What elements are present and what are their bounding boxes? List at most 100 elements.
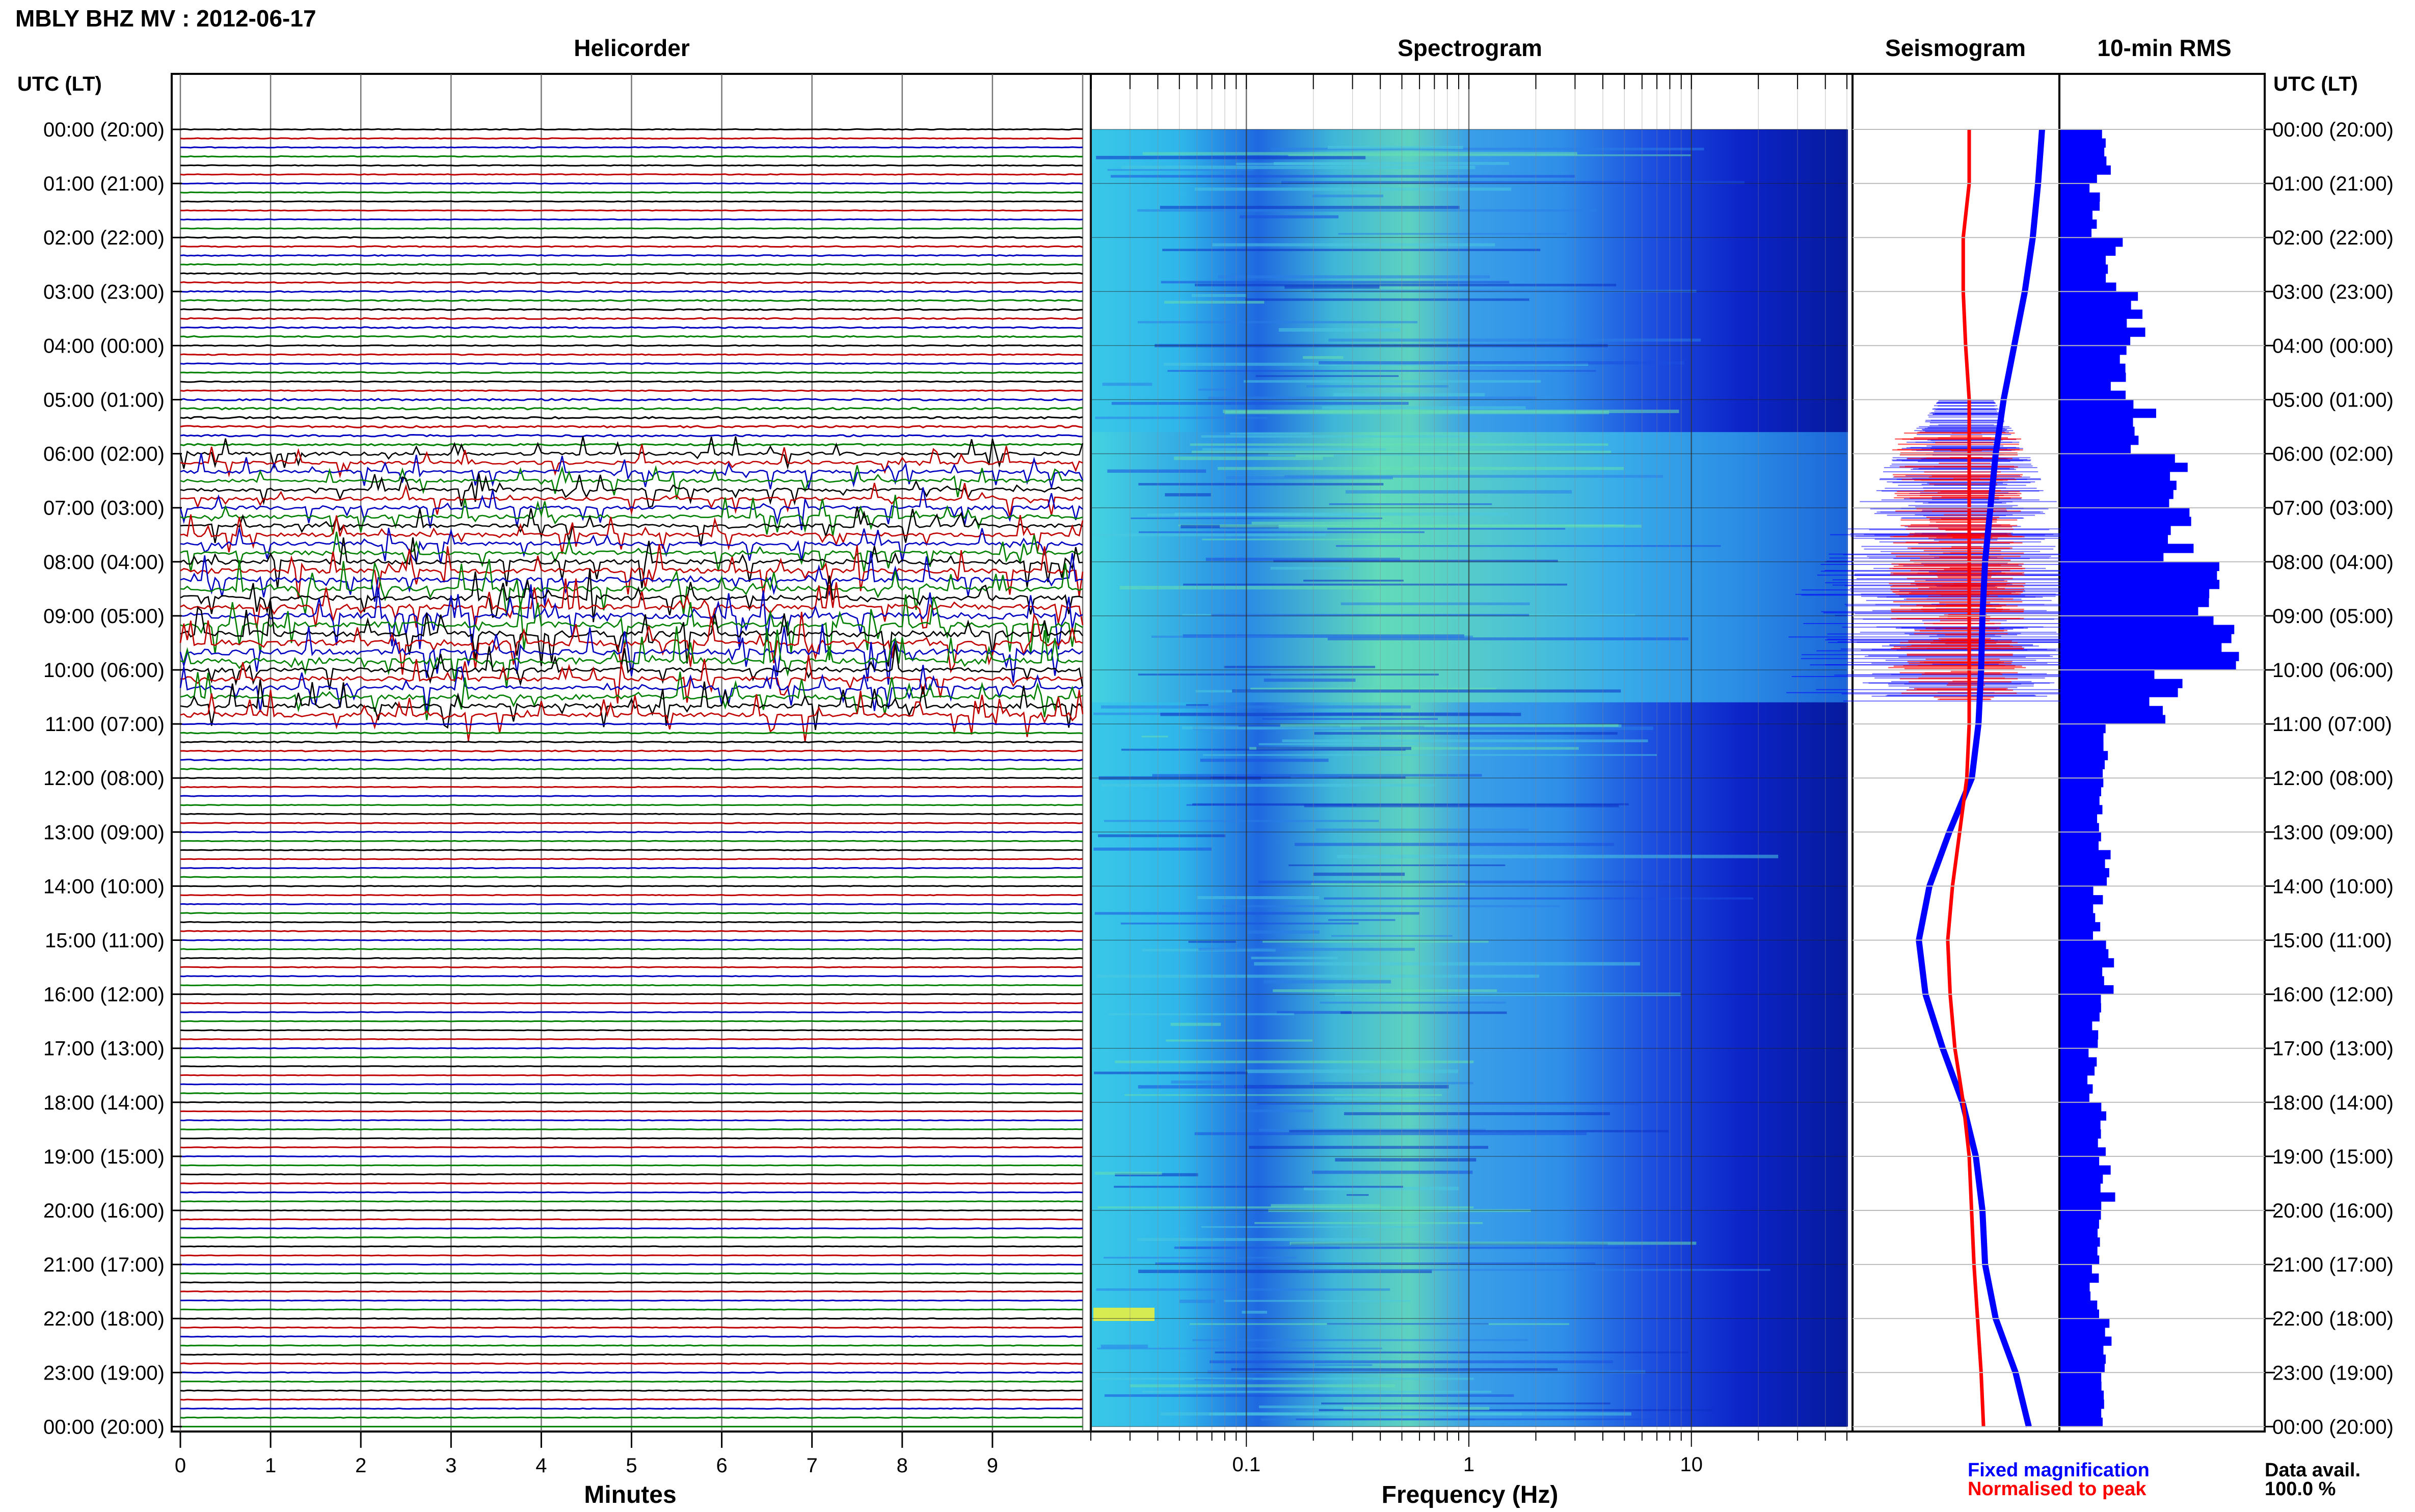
helicorder-trace: [180, 722, 1083, 725]
rms-bar: [2060, 733, 2104, 742]
spectrogram-streak: [1192, 803, 1629, 805]
spectrogram-streak: [1284, 475, 1663, 478]
spectrogram-streak: [1284, 285, 1380, 289]
spectrogram-streak: [1182, 726, 1361, 730]
rms-bar: [2060, 976, 2104, 986]
spectrogram-streak: [1138, 1085, 1285, 1089]
spectrogram-grid: [1090, 74, 1847, 1447]
rms-bar: [2060, 1273, 2099, 1283]
spectrogram-streak: [1245, 1069, 1459, 1073]
rms-bar: [2060, 1075, 2088, 1085]
helicorder-trace: [180, 218, 1083, 221]
time-label-left: 19:00 (15:00): [43, 1146, 165, 1168]
spectrogram-streak: [1288, 154, 1692, 156]
rms-bar: [2060, 1210, 2101, 1220]
rms-bar: [2060, 463, 2188, 472]
time-label-left: 03:00 (23:00): [43, 281, 165, 303]
rms-bar: [2060, 309, 2143, 319]
rms-bar: [2060, 1354, 2106, 1364]
helicorder-trace: [180, 626, 1083, 688]
spectrogram-streak: [1254, 962, 1641, 966]
helicorder-trace: [180, 1200, 1083, 1203]
rms-bar: [2060, 1039, 2098, 1049]
time-label-right: 22:00 (18:00): [2272, 1308, 2394, 1330]
helicorder-trace: [180, 1092, 1083, 1095]
spectrogram-streak: [1119, 586, 1375, 590]
rms-bar: [2060, 994, 2101, 1004]
spectrogram-streak: [1309, 1082, 1473, 1085]
rms-bar: [2060, 1399, 2104, 1409]
rms-bar: [2060, 724, 2106, 734]
spectrogram-streak: [1174, 1247, 1653, 1249]
helicorder-trace: [180, 1191, 1083, 1194]
utc-label-left: UTC (LT): [17, 73, 102, 95]
rms-bar: [2060, 841, 2099, 851]
spectrogram-streak: [1107, 169, 1254, 171]
spectrogram-streak: [1164, 301, 1265, 304]
spectrogram-streak: [1224, 666, 1376, 668]
spectrogram-streak: [1114, 1185, 1403, 1188]
utc-label-right: UTC (LT): [2273, 73, 2358, 95]
rms-bar: [2060, 967, 2103, 977]
time-label-right: 11:00 (07:00): [2272, 713, 2392, 736]
helicorder-trace: [180, 317, 1083, 320]
helicorder-trace: [180, 514, 1084, 554]
spectrogram-streak: [1328, 146, 1463, 149]
helicorder-trace: [179, 624, 1083, 685]
helicorder-trace: [180, 371, 1083, 374]
time-label-right: 08:00 (04:00): [2272, 551, 2394, 574]
rms-bar: [2060, 382, 2111, 391]
rms-bar: [2060, 634, 2232, 643]
spectrogram-streak: [1251, 522, 1393, 525]
rms-bar: [2060, 1282, 2090, 1292]
helicorder-trace: [180, 299, 1083, 302]
spectrogram-hotspot: [1093, 1307, 1155, 1321]
spectrogram-streak: [1201, 1226, 1419, 1228]
rms-bar: [2060, 787, 2102, 797]
spectrogram-streak: [1142, 1390, 1492, 1393]
helicorder-trace: [180, 1281, 1083, 1284]
rms-bar: [2060, 1300, 2098, 1310]
helicorder-trace: [180, 1353, 1083, 1356]
time-label-left: 05:00 (01:00): [43, 389, 165, 412]
time-axis-right: 00:00 (20:00) 01:00 (21:00) 02:00 (22:00) 0…: [2272, 119, 2394, 1438]
helicorder-trace: [180, 443, 1083, 447]
time-label-right: 09:00 (05:00): [2272, 605, 2394, 628]
rms-bar: [2060, 534, 2168, 544]
time-label-right: 19:00 (15:00): [2272, 1146, 2394, 1168]
spectrogram-streak: [1328, 338, 1701, 342]
spectrogram-streak: [1211, 614, 1530, 616]
spectrogram-streak: [1141, 736, 1168, 738]
rms-bar: [2060, 1345, 2104, 1355]
rms-bar: [2060, 1048, 2089, 1058]
spectrogram-streak: [1344, 1112, 1610, 1116]
helicorder-trace: [180, 1083, 1083, 1086]
spectrogram-streak: [1166, 1039, 1313, 1042]
helicorder-trace: [180, 732, 1083, 735]
helicorder-trace: [180, 1371, 1083, 1374]
minute-tick-label: 5: [626, 1454, 637, 1477]
rms-bar: [2060, 1120, 2101, 1130]
helicorder-trace: [180, 200, 1083, 203]
spectrogram-streak: [1108, 1013, 1294, 1015]
spectrogram-streak: [1115, 1173, 1198, 1177]
time-label-left: 00:00 (20:00): [43, 119, 165, 141]
rms-bar: [2060, 615, 2214, 626]
spectrogram-streak: [1096, 1288, 1390, 1291]
rms-bar: [2060, 832, 2101, 842]
spectrogram-streak: [1093, 533, 1326, 536]
spectrogram-streak: [1303, 579, 1404, 582]
spectrogram-streak: [1097, 1347, 1382, 1349]
spectrogram-streak: [1226, 476, 1393, 479]
time-label-right: 20:00 (16:00): [2272, 1200, 2394, 1222]
spectrogram-streak: [1244, 380, 1541, 383]
helicorder-trace: [180, 1263, 1083, 1266]
helicorder-trace: [180, 1254, 1083, 1257]
helicorder-trace: [180, 380, 1083, 383]
spectrogram-streak: [1280, 723, 1619, 727]
rms-bar: [2060, 1201, 2102, 1211]
spectrogram-streak: [1303, 356, 1344, 359]
time-label-right: 06:00 (02:00): [2272, 443, 2394, 466]
spectrogram-streak: [1235, 1109, 1313, 1113]
helicorder-trace: [180, 1155, 1083, 1157]
